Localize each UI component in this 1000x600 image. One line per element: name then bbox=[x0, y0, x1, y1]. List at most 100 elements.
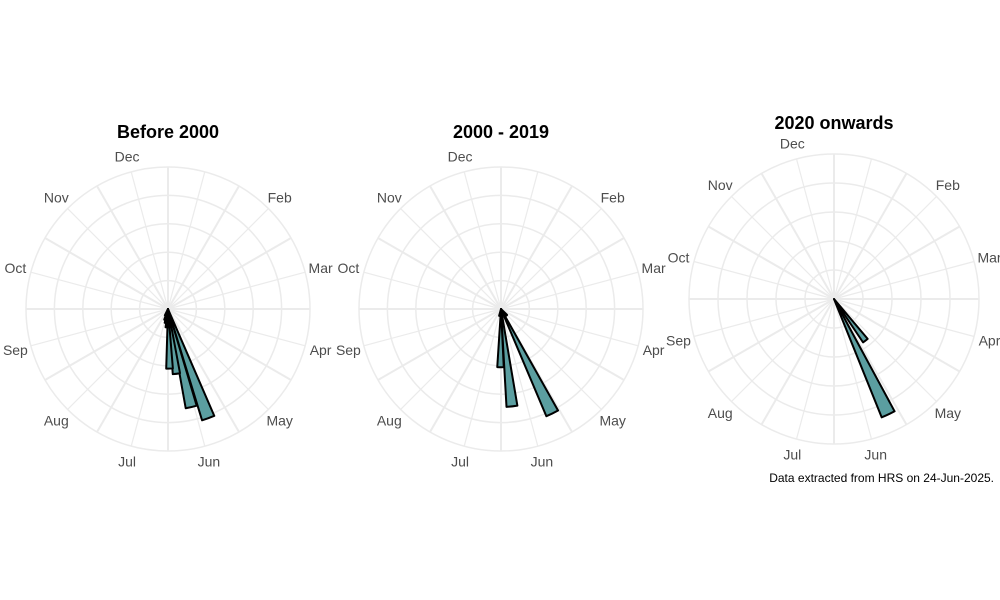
rose-bar bbox=[163, 308, 169, 317]
chart-panel-before-2000: Before 2000 Feb Mar Apr May Jun Jul Aug Sep Oct N… bbox=[3, 122, 333, 470]
month-label-apr: Apr bbox=[979, 333, 1000, 349]
month-label-aug: Aug bbox=[44, 413, 69, 429]
rose-bar bbox=[167, 308, 216, 422]
grid-spoke bbox=[167, 308, 269, 410]
grid-spoke bbox=[130, 308, 169, 447]
month-label-aug: Aug bbox=[708, 405, 733, 421]
polar-grid bbox=[25, 166, 311, 452]
grid-spoke bbox=[377, 308, 502, 381]
grid-spoke bbox=[500, 171, 539, 310]
grid-spoke bbox=[693, 260, 835, 300]
month-label-sep: Sep bbox=[3, 342, 28, 358]
grid-spoke bbox=[795, 158, 835, 300]
grid-spoke bbox=[167, 308, 306, 347]
month-label-nov: Nov bbox=[377, 189, 402, 205]
month-label-mar: Mar bbox=[642, 260, 666, 276]
month-label-dec: Dec bbox=[780, 136, 805, 152]
panel-title: Before 2000 bbox=[117, 122, 219, 142]
grid-spoke bbox=[833, 260, 975, 300]
grid-spoke bbox=[833, 196, 937, 300]
panel-title: 2000 - 2019 bbox=[453, 122, 549, 142]
grid-spoke bbox=[833, 298, 937, 402]
grid-spoke bbox=[731, 196, 835, 300]
month-label-feb: Feb bbox=[268, 189, 292, 205]
month-label-oct: Oct bbox=[5, 260, 27, 276]
grid-spoke bbox=[707, 298, 835, 373]
rose-bars bbox=[833, 298, 896, 419]
rose-bar bbox=[833, 298, 869, 344]
month-label-apr: Apr bbox=[643, 342, 665, 358]
month-label-nov: Nov bbox=[44, 189, 69, 205]
grid-spoke bbox=[500, 271, 639, 310]
grid-spoke bbox=[833, 298, 873, 440]
grid-spoke bbox=[429, 308, 502, 433]
grid-spoke bbox=[167, 308, 240, 433]
grid-spoke bbox=[167, 208, 269, 310]
month-label-sep: Sep bbox=[336, 342, 361, 358]
grid-spoke bbox=[795, 298, 835, 440]
grid-spoke bbox=[67, 208, 169, 310]
grid-spoke bbox=[833, 298, 961, 373]
grid-spoke bbox=[731, 298, 835, 402]
grid-spoke bbox=[96, 308, 169, 433]
grid-spoke bbox=[833, 172, 908, 300]
grid-spoke bbox=[463, 171, 502, 310]
grid-spoke bbox=[500, 308, 602, 410]
month-label-dec: Dec bbox=[448, 148, 473, 164]
grid-spoke bbox=[500, 308, 625, 381]
grid-spoke bbox=[400, 308, 502, 410]
grid-spoke bbox=[707, 225, 835, 300]
month-label-may: May bbox=[266, 413, 292, 429]
month-label-mar: Mar bbox=[309, 260, 333, 276]
month-label-may: May bbox=[599, 413, 625, 429]
month-label-jun: Jun bbox=[864, 447, 887, 463]
month-label-feb: Feb bbox=[601, 189, 625, 205]
grid-spoke bbox=[167, 185, 240, 310]
month-label-aug: Aug bbox=[377, 413, 402, 429]
grid-spoke bbox=[30, 308, 169, 347]
rose-bar bbox=[167, 308, 182, 376]
month-label-jul: Jul bbox=[783, 447, 801, 463]
rose-bar bbox=[833, 298, 896, 419]
month-label-jul: Jul bbox=[451, 454, 469, 470]
month-label-jun: Jun bbox=[198, 454, 221, 470]
grid-spoke bbox=[167, 271, 306, 310]
grid-spoke bbox=[500, 308, 639, 347]
rose-bar bbox=[500, 308, 519, 408]
grid-spoke bbox=[363, 271, 502, 310]
panel-title: 2020 onwards bbox=[774, 113, 893, 133]
month-label-may: May bbox=[935, 405, 961, 421]
grid-spoke bbox=[30, 271, 169, 310]
grid-spoke bbox=[833, 225, 961, 300]
grid-spoke bbox=[96, 185, 169, 310]
grid-spoke bbox=[167, 171, 206, 310]
month-label-oct: Oct bbox=[668, 249, 690, 265]
month-label-jul: Jul bbox=[118, 454, 136, 470]
month-label-feb: Feb bbox=[936, 177, 960, 193]
grid-spoke bbox=[500, 208, 602, 310]
grid-spoke bbox=[500, 237, 625, 310]
rose-bar bbox=[498, 308, 502, 318]
rose-bar bbox=[496, 308, 505, 369]
month-label-jun: Jun bbox=[531, 454, 554, 470]
grid-spoke bbox=[500, 185, 573, 310]
rose-bars bbox=[163, 308, 216, 422]
month-label-apr: Apr bbox=[310, 342, 332, 358]
grid-spoke bbox=[167, 308, 292, 381]
grid-spoke bbox=[44, 237, 169, 310]
rose-bars bbox=[496, 308, 560, 418]
data-source-caption: Data extracted from HRS on 24-Jun-2025. bbox=[769, 471, 994, 485]
month-label-mar: Mar bbox=[977, 249, 1000, 265]
chart-panel-2020-onwards: 2020 onwards Feb Mar Apr May Jun Jul Aug Sep Oct… bbox=[666, 113, 1000, 463]
rose-bar bbox=[500, 308, 560, 418]
grid-spoke bbox=[67, 308, 169, 410]
rose-bar bbox=[500, 308, 509, 317]
grid-spoke bbox=[760, 172, 835, 300]
rose-bar bbox=[167, 308, 198, 410]
grid-spoke bbox=[363, 308, 502, 347]
chart-panel-2000-2019: 2000 - 2019 Feb Mar Apr May Jun Jul Aug Sep Oct N… bbox=[336, 122, 666, 470]
grid-spoke bbox=[400, 208, 502, 310]
grid-spoke bbox=[760, 298, 835, 426]
grid-spoke bbox=[500, 308, 539, 447]
